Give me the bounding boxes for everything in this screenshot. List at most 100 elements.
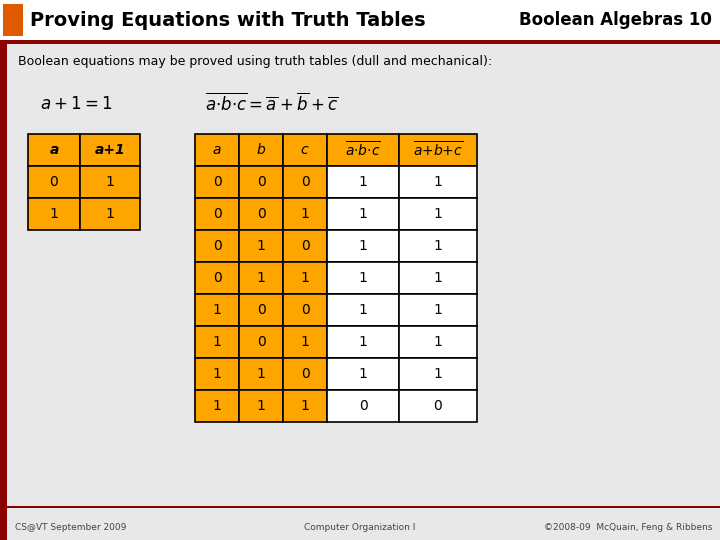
Bar bbox=[28, 166, 80, 198]
Bar bbox=[399, 294, 477, 326]
Text: 0: 0 bbox=[433, 399, 442, 413]
Text: 1: 1 bbox=[50, 207, 58, 221]
Bar bbox=[195, 166, 239, 198]
Bar bbox=[327, 262, 399, 294]
Text: 1: 1 bbox=[300, 271, 310, 285]
Bar bbox=[239, 198, 283, 230]
Text: 0: 0 bbox=[50, 175, 58, 189]
Text: $c$: $c$ bbox=[300, 143, 310, 157]
Bar bbox=[239, 326, 283, 358]
Bar bbox=[0, 40, 720, 44]
Text: 1: 1 bbox=[256, 271, 266, 285]
Bar bbox=[327, 326, 399, 358]
Bar bbox=[239, 134, 283, 166]
Bar bbox=[80, 198, 140, 230]
Bar bbox=[283, 134, 327, 166]
Text: ©2008-09  McQuain, Feng & Ribbens: ©2008-09 McQuain, Feng & Ribbens bbox=[544, 523, 712, 531]
Bar bbox=[399, 326, 477, 358]
Bar bbox=[0, 505, 7, 540]
Bar bbox=[195, 262, 239, 294]
Text: $a$: $a$ bbox=[212, 143, 222, 157]
Text: 1: 1 bbox=[433, 335, 442, 349]
Bar bbox=[239, 166, 283, 198]
Bar bbox=[283, 262, 327, 294]
Text: Computer Organization I: Computer Organization I bbox=[305, 523, 415, 531]
Text: 1: 1 bbox=[106, 175, 114, 189]
Text: 1: 1 bbox=[106, 207, 114, 221]
Text: 1: 1 bbox=[300, 207, 310, 221]
Text: a: a bbox=[49, 143, 59, 157]
Text: 1: 1 bbox=[256, 239, 266, 253]
Bar bbox=[399, 230, 477, 262]
Text: 1: 1 bbox=[433, 367, 442, 381]
Bar bbox=[239, 230, 283, 262]
Text: 1: 1 bbox=[212, 303, 222, 317]
Bar bbox=[327, 134, 399, 166]
Text: 0: 0 bbox=[301, 303, 310, 317]
Text: 1: 1 bbox=[433, 303, 442, 317]
Bar bbox=[283, 326, 327, 358]
Bar bbox=[195, 230, 239, 262]
Text: 1: 1 bbox=[212, 335, 222, 349]
Bar bbox=[399, 358, 477, 390]
Text: 0: 0 bbox=[212, 239, 221, 253]
Text: 0: 0 bbox=[301, 239, 310, 253]
Bar bbox=[195, 134, 239, 166]
Text: 1: 1 bbox=[433, 239, 442, 253]
Bar bbox=[195, 390, 239, 422]
Text: 0: 0 bbox=[212, 207, 221, 221]
Bar bbox=[283, 358, 327, 390]
Bar bbox=[80, 166, 140, 198]
Text: $\overline{a{+}b{+}c}$: $\overline{a{+}b{+}c}$ bbox=[413, 140, 463, 160]
Text: 1: 1 bbox=[256, 399, 266, 413]
Bar bbox=[195, 198, 239, 230]
Text: a+1: a+1 bbox=[95, 143, 125, 157]
Text: 1: 1 bbox=[359, 207, 367, 221]
Text: 1: 1 bbox=[359, 239, 367, 253]
Text: 0: 0 bbox=[256, 335, 266, 349]
Bar bbox=[239, 262, 283, 294]
Text: 0: 0 bbox=[256, 303, 266, 317]
Bar bbox=[283, 390, 327, 422]
Text: 1: 1 bbox=[359, 175, 367, 189]
Text: 1: 1 bbox=[256, 367, 266, 381]
Bar bbox=[399, 198, 477, 230]
Bar bbox=[239, 294, 283, 326]
Text: 1: 1 bbox=[359, 303, 367, 317]
Bar bbox=[283, 166, 327, 198]
Bar bbox=[80, 134, 140, 166]
Text: 0: 0 bbox=[301, 175, 310, 189]
Bar bbox=[399, 134, 477, 166]
Bar bbox=[7, 44, 720, 505]
Text: 0: 0 bbox=[301, 367, 310, 381]
Text: 0: 0 bbox=[256, 175, 266, 189]
Bar bbox=[195, 358, 239, 390]
Text: 1: 1 bbox=[433, 207, 442, 221]
Text: $\overline{a{\cdot}b{\cdot}c}=\overline{a}+\overline{b}+\overline{c}$: $\overline{a{\cdot}b{\cdot}c}=\overline{… bbox=[205, 93, 338, 115]
Bar bbox=[0, 506, 720, 508]
Text: 1: 1 bbox=[359, 335, 367, 349]
Bar bbox=[239, 390, 283, 422]
Bar bbox=[327, 358, 399, 390]
Text: 1: 1 bbox=[359, 271, 367, 285]
Text: 0: 0 bbox=[212, 271, 221, 285]
Text: 1: 1 bbox=[300, 335, 310, 349]
Text: 1: 1 bbox=[212, 367, 222, 381]
Bar bbox=[0, 0, 720, 40]
Bar bbox=[28, 134, 80, 166]
Bar bbox=[327, 294, 399, 326]
Text: Boolean equations may be proved using truth tables (dull and mechanical):: Boolean equations may be proved using tr… bbox=[18, 56, 492, 69]
Text: 1: 1 bbox=[359, 367, 367, 381]
Bar bbox=[327, 390, 399, 422]
Text: 1: 1 bbox=[300, 399, 310, 413]
Bar bbox=[399, 262, 477, 294]
Bar bbox=[283, 230, 327, 262]
Bar bbox=[0, 44, 7, 505]
Bar bbox=[327, 198, 399, 230]
Text: Proving Equations with Truth Tables: Proving Equations with Truth Tables bbox=[30, 10, 426, 30]
Bar bbox=[327, 166, 399, 198]
Text: 0: 0 bbox=[256, 207, 266, 221]
Text: 1: 1 bbox=[433, 271, 442, 285]
Text: 1: 1 bbox=[212, 399, 222, 413]
Text: CS@VT September 2009: CS@VT September 2009 bbox=[15, 523, 127, 531]
